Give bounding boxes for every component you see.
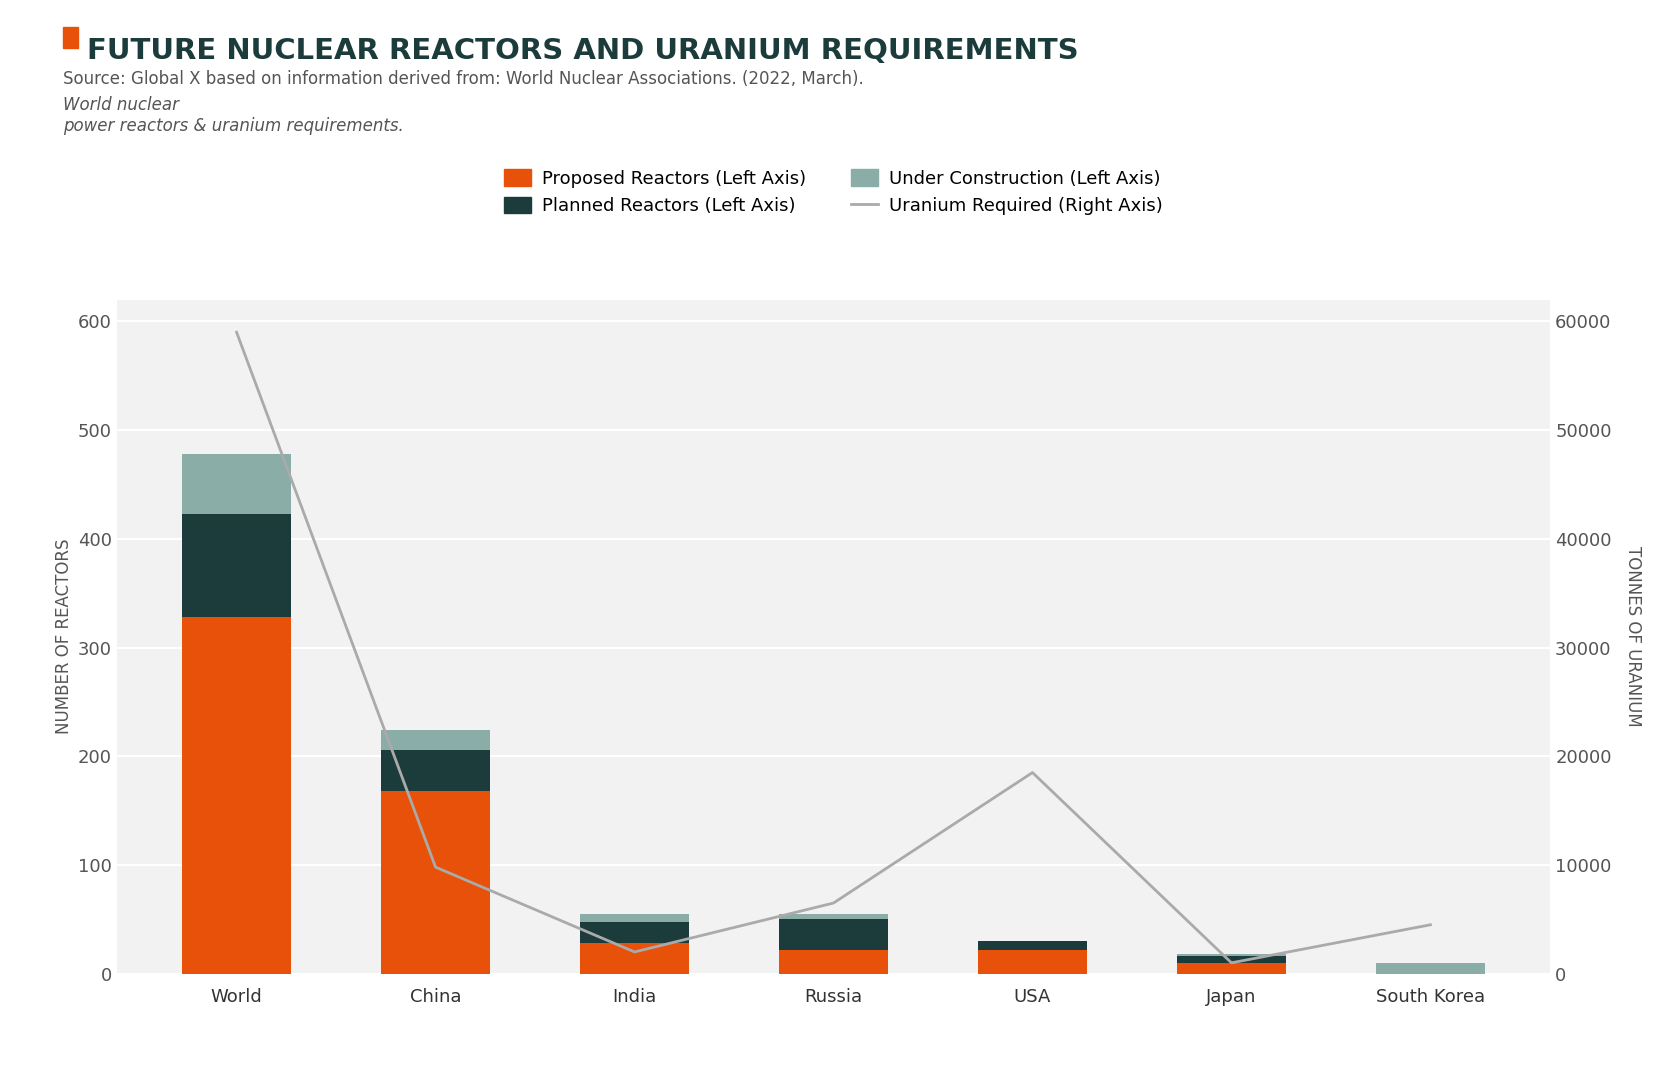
Bar <box>380 791 490 974</box>
Text: Source: Global X based on information derived from: World Nuclear Associations. : Source: Global X based on information de… <box>63 70 870 88</box>
Bar <box>182 617 292 974</box>
Bar <box>380 730 490 750</box>
Bar <box>1177 954 1287 957</box>
Text: World nuclear
power reactors & uranium requirements.: World nuclear power reactors & uranium r… <box>63 96 403 135</box>
Bar <box>778 914 889 919</box>
Bar <box>1177 963 1287 974</box>
Bar <box>778 950 889 974</box>
Bar <box>979 942 1087 950</box>
Legend: Proposed Reactors (Left Axis), Planned Reactors (Left Axis), Under Construction : Proposed Reactors (Left Axis), Planned R… <box>495 160 1172 224</box>
Y-axis label: TONNES OF URANIUM: TONNES OF URANIUM <box>1624 547 1642 727</box>
Bar <box>1375 963 1485 974</box>
Bar <box>380 750 490 791</box>
Bar <box>182 454 292 514</box>
Bar <box>580 944 688 974</box>
Bar <box>580 914 688 921</box>
Bar <box>979 950 1087 974</box>
Bar <box>580 921 688 944</box>
Text: FUTURE NUCLEAR REACTORS AND URANIUM REQUIREMENTS: FUTURE NUCLEAR REACTORS AND URANIUM REQU… <box>87 37 1079 65</box>
Bar <box>182 514 292 617</box>
Bar <box>778 919 889 950</box>
Bar <box>1177 957 1287 963</box>
Y-axis label: NUMBER OF REACTORS: NUMBER OF REACTORS <box>55 539 73 734</box>
